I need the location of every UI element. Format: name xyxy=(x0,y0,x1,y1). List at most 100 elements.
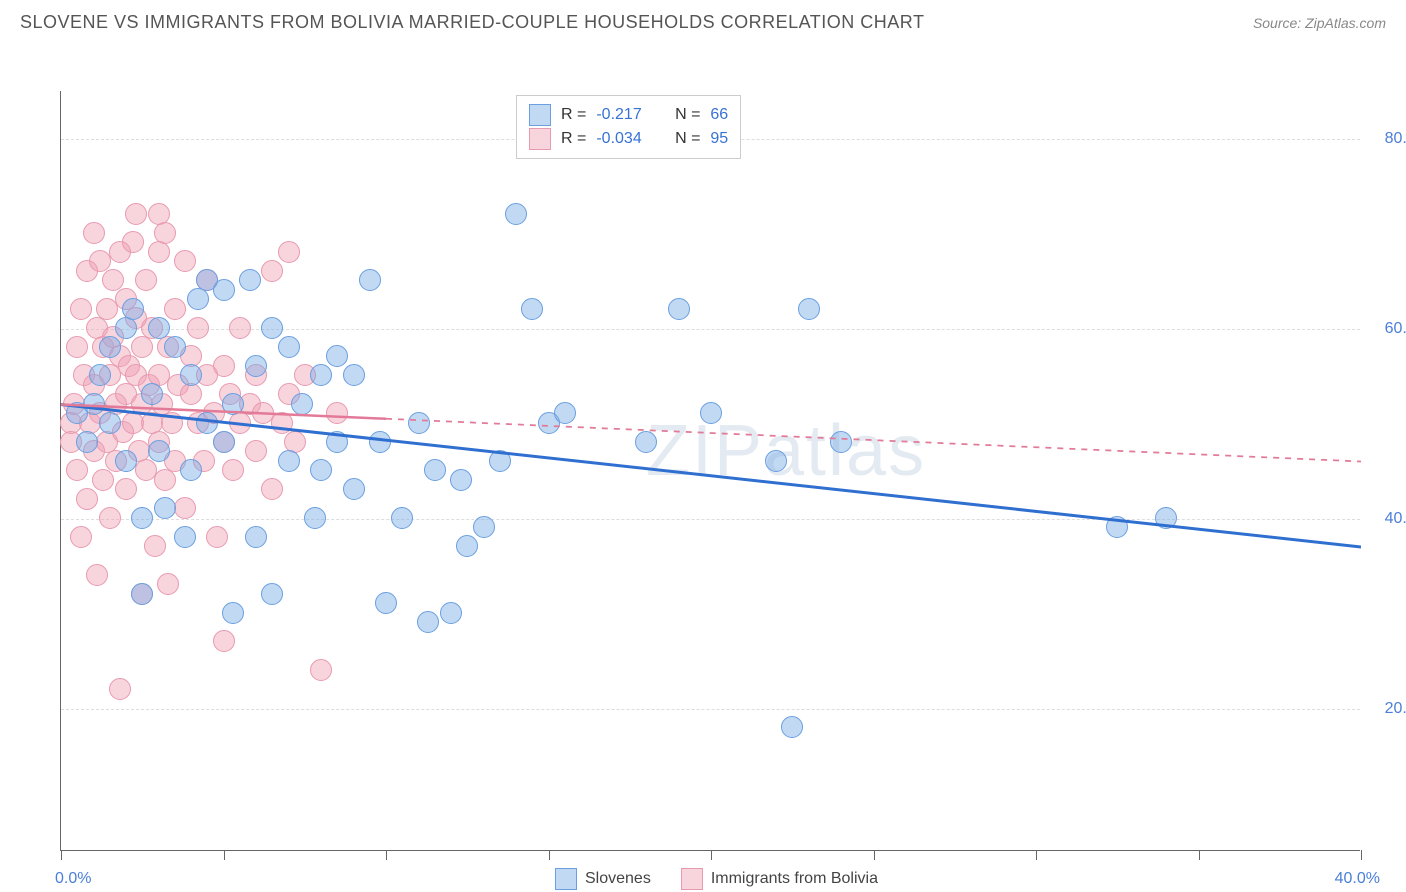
scatter-point-bolivia xyxy=(102,269,124,291)
x-tick xyxy=(61,850,62,860)
scatter-point-bolivia xyxy=(125,203,147,225)
scatter-point-bolivia xyxy=(187,317,209,339)
scatter-point-bolivia xyxy=(271,412,293,434)
scatter-point-slovenes xyxy=(489,450,511,472)
scatter-point-slovenes xyxy=(99,336,121,358)
chart-title: SLOVENE VS IMMIGRANTS FROM BOLIVIA MARRI… xyxy=(20,12,924,33)
trendline-dash-bolivia xyxy=(386,419,1361,462)
scatter-point-slovenes xyxy=(369,431,391,453)
scatter-point-bolivia xyxy=(109,678,131,700)
scatter-point-slovenes xyxy=(141,383,163,405)
legend-n-value: 95 xyxy=(710,130,728,148)
x-tick xyxy=(1199,850,1200,860)
scatter-point-bolivia xyxy=(144,535,166,557)
scatter-point-bolivia xyxy=(261,478,283,500)
scatter-point-slovenes xyxy=(781,716,803,738)
scatter-point-slovenes xyxy=(245,355,267,377)
legend-n-value: 66 xyxy=(710,106,728,124)
scatter-point-bolivia xyxy=(310,659,332,681)
chart-source: Source: ZipAtlas.com xyxy=(1253,15,1386,31)
legend-swatch xyxy=(529,104,551,126)
scatter-point-bolivia xyxy=(148,241,170,263)
scatter-point-slovenes xyxy=(261,317,283,339)
scatter-point-slovenes xyxy=(310,364,332,386)
scatter-point-slovenes xyxy=(261,583,283,605)
scatter-point-slovenes xyxy=(278,336,300,358)
scatter-point-slovenes xyxy=(222,393,244,415)
legend-r-value: -0.217 xyxy=(596,106,641,124)
scatter-point-bolivia xyxy=(229,317,251,339)
scatter-point-slovenes xyxy=(213,431,235,453)
source-label: Source: xyxy=(1253,15,1301,31)
plot-area: ZIPatlas 20.0%40.0%60.0%80.0%0.0%40.0%R … xyxy=(60,91,1360,851)
scatter-point-bolivia xyxy=(326,402,348,424)
scatter-point-slovenes xyxy=(239,269,261,291)
x-tick xyxy=(1361,850,1362,860)
scatter-point-bolivia xyxy=(213,630,235,652)
scatter-point-bolivia xyxy=(154,222,176,244)
scatter-point-bolivia xyxy=(245,440,267,462)
scatter-point-bolivia xyxy=(99,507,121,529)
scatter-point-bolivia xyxy=(66,459,88,481)
y-tick-label: 40.0% xyxy=(1385,510,1406,528)
scatter-point-bolivia xyxy=(174,250,196,272)
scatter-point-slovenes xyxy=(456,535,478,557)
legend-n-label: N = xyxy=(675,130,700,148)
legend-n-label: N = xyxy=(675,106,700,124)
scatter-point-slovenes xyxy=(196,412,218,434)
scatter-point-slovenes xyxy=(473,516,495,538)
y-tick-label: 80.0% xyxy=(1385,130,1406,148)
x-tick xyxy=(874,850,875,860)
x-tick xyxy=(224,850,225,860)
legend-r-value: -0.034 xyxy=(596,130,641,148)
scatter-point-slovenes xyxy=(798,298,820,320)
scatter-point-slovenes xyxy=(310,459,332,481)
scatter-point-bolivia xyxy=(278,241,300,263)
scatter-point-bolivia xyxy=(261,260,283,282)
legend-swatch xyxy=(555,868,577,890)
scatter-point-slovenes xyxy=(99,412,121,434)
source-value: ZipAtlas.com xyxy=(1305,15,1386,31)
scatter-point-slovenes xyxy=(450,469,472,491)
scatter-point-slovenes xyxy=(180,364,202,386)
legend-series-item: Slovenes xyxy=(555,868,651,890)
scatter-point-slovenes xyxy=(122,298,144,320)
scatter-point-slovenes xyxy=(1155,507,1177,529)
legend-series-label: Slovenes xyxy=(585,870,651,888)
scatter-point-slovenes xyxy=(148,440,170,462)
scatter-point-slovenes xyxy=(830,431,852,453)
scatter-point-slovenes xyxy=(343,478,365,500)
scatter-point-bolivia xyxy=(83,222,105,244)
watermark: ZIPatlas xyxy=(646,410,926,492)
scatter-point-slovenes xyxy=(1106,516,1128,538)
scatter-point-slovenes xyxy=(440,602,462,624)
scatter-point-slovenes xyxy=(278,450,300,472)
scatter-point-slovenes xyxy=(180,459,202,481)
scatter-point-bolivia xyxy=(154,469,176,491)
legend-series-label: Immigrants from Bolivia xyxy=(711,870,878,888)
scatter-point-bolivia xyxy=(164,298,186,320)
scatter-point-bolivia xyxy=(131,336,153,358)
scatter-point-bolivia xyxy=(174,497,196,519)
scatter-point-slovenes xyxy=(164,336,186,358)
legend-correlation-row: R = -0.217 N = 66 xyxy=(529,104,728,126)
legend-swatch xyxy=(681,868,703,890)
x-tick-label-right: 40.0% xyxy=(1335,870,1380,888)
scatter-point-slovenes xyxy=(326,345,348,367)
scatter-point-slovenes xyxy=(408,412,430,434)
scatter-point-slovenes xyxy=(245,526,267,548)
scatter-point-slovenes xyxy=(115,317,137,339)
scatter-point-slovenes xyxy=(148,317,170,339)
legend-correlation: R = -0.217 N = 66 R = -0.034 N = 95 xyxy=(516,95,741,159)
scatter-point-bolivia xyxy=(86,564,108,586)
scatter-point-slovenes xyxy=(187,288,209,310)
scatter-point-slovenes xyxy=(668,298,690,320)
legend-r-label: R = xyxy=(561,130,586,148)
scatter-point-bolivia xyxy=(135,269,157,291)
scatter-point-slovenes xyxy=(131,583,153,605)
scatter-point-slovenes xyxy=(291,393,313,415)
scatter-point-slovenes xyxy=(554,402,576,424)
scatter-point-slovenes xyxy=(222,602,244,624)
gridline-h xyxy=(61,329,1360,330)
scatter-point-slovenes xyxy=(424,459,446,481)
